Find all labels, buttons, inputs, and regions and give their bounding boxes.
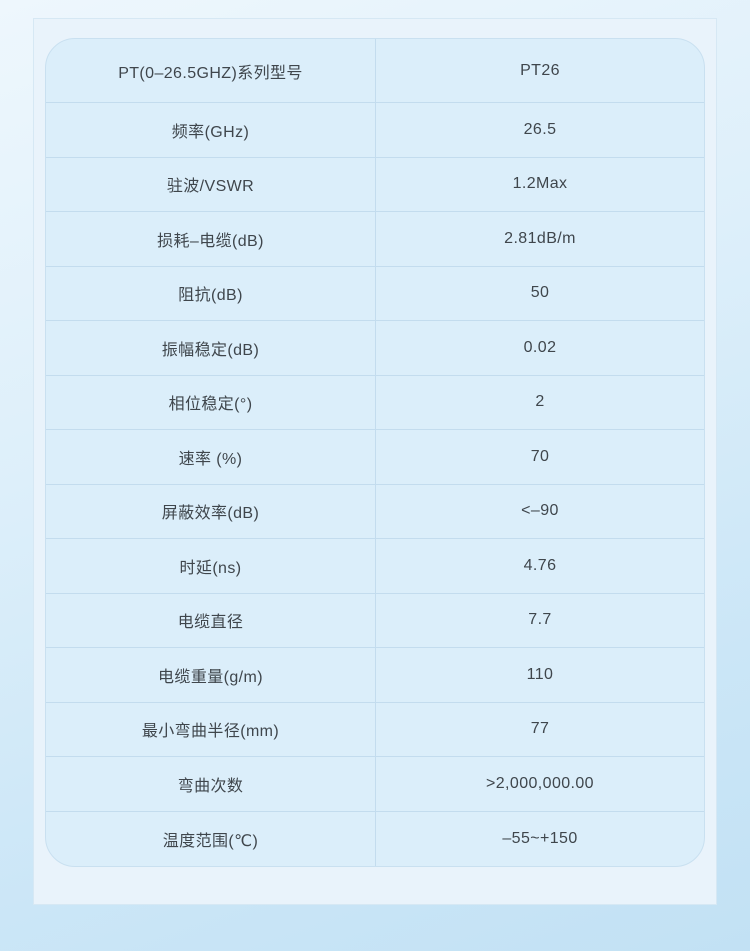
- spec-card: PT(0–26.5GHZ)系列型号 PT26 频率(GHz) 26.5 驻波/V…: [33, 18, 717, 905]
- table-row-model: PT(0–26.5GHZ)系列型号 PT26: [46, 39, 704, 103]
- spec-value: 110: [376, 648, 704, 703]
- table-row-cable-weight: 电缆重量(g/m) 110: [46, 648, 704, 703]
- table-row-velocity: 速率 (%) 70: [46, 430, 704, 485]
- spec-value: 70: [376, 430, 704, 485]
- spec-value: 2.81dB/m: [376, 212, 704, 267]
- table-row-phase-stability: 相位稳定(°) 2: [46, 375, 704, 430]
- spec-label: 电缆直径: [46, 593, 376, 648]
- spec-label: 驻波/VSWR: [46, 157, 376, 212]
- spec-label: 最小弯曲半径(mm): [46, 702, 376, 757]
- table-row-frequency: 频率(GHz) 26.5: [46, 103, 704, 158]
- spec-value: 4.76: [376, 539, 704, 594]
- spec-value: PT26: [376, 39, 704, 103]
- table-row-bend-cycles: 弯曲次数 >2,000,000.00: [46, 757, 704, 812]
- table-row-delay: 时延(ns) 4.76: [46, 539, 704, 594]
- spec-value: 1.2Max: [376, 158, 704, 212]
- spec-label: 速率 (%): [46, 430, 376, 485]
- spec-table: PT(0–26.5GHZ)系列型号 PT26 频率(GHz) 26.5 驻波/V…: [45, 38, 705, 867]
- spec-label: 损耗–电缆(dB): [46, 212, 376, 267]
- spec-label: 振幅稳定(dB): [46, 321, 376, 376]
- spec-label: PT(0–26.5GHZ)系列型号: [46, 39, 376, 103]
- table-row-cable-loss: 损耗–电缆(dB) 2.81dB/m: [46, 212, 704, 267]
- table-row-shielding: 屏蔽效率(dB) <–90: [46, 484, 704, 539]
- table-row-temperature-range: 温度范围(℃) –55~+150: [46, 811, 704, 866]
- spec-value: 2: [376, 376, 704, 430]
- spec-value: >2,000,000.00: [376, 757, 704, 812]
- spec-value: 77: [376, 703, 704, 757]
- table-row-cable-diameter: 电缆直径 7.7: [46, 593, 704, 648]
- table-row-impedance: 阻抗(dB) 50: [46, 266, 704, 321]
- spec-value: 0.02: [376, 321, 704, 376]
- spec-label: 频率(GHz): [46, 103, 376, 158]
- table-row-min-bend-radius: 最小弯曲半径(mm) 77: [46, 702, 704, 757]
- table-row-amplitude-stability: 振幅稳定(dB) 0.02: [46, 321, 704, 376]
- spec-label: 阻抗(dB): [46, 266, 376, 321]
- spec-value: <–90: [376, 485, 704, 539]
- spec-value: 50: [376, 267, 704, 321]
- spec-label: 电缆重量(g/m): [46, 648, 376, 703]
- spec-label: 弯曲次数: [46, 757, 376, 812]
- spec-label: 屏蔽效率(dB): [46, 484, 376, 539]
- spec-value: 26.5: [376, 103, 704, 158]
- spec-label: 时延(ns): [46, 539, 376, 594]
- spec-label: 相位稳定(°): [46, 375, 376, 430]
- spec-value: –55~+150: [502, 829, 578, 847]
- spec-value: 7.7: [376, 594, 704, 648]
- table-row-vswr: 驻波/VSWR 1.2Max: [46, 157, 704, 212]
- spec-label: 温度范围(℃): [46, 811, 376, 866]
